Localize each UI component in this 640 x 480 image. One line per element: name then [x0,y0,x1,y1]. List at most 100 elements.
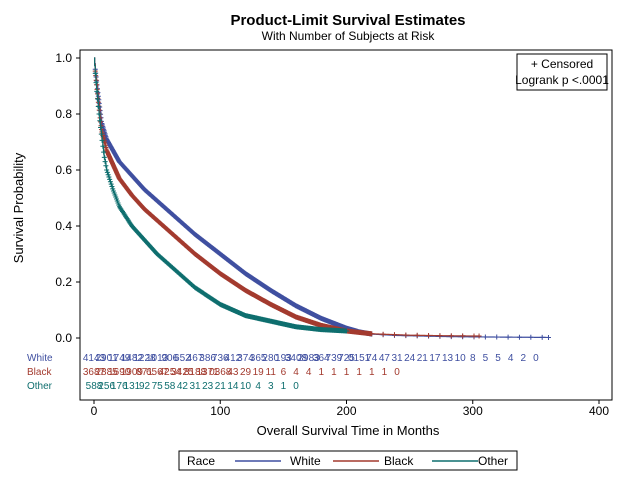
at-risk-count: 739 [326,353,343,364]
at-risk-count: 10 [455,353,467,364]
at-risk-count: 1371 [197,367,220,378]
at-risk-count: 364 [313,353,330,364]
at-risk-count: 4254 [159,367,182,378]
inset-box [516,53,608,91]
at-risk-count: 23 [202,381,214,392]
at-risk-count: 4 [293,367,299,378]
at-risk-count: 4143 [83,353,106,364]
at-risk-count: 176 [111,381,128,392]
at-risk-count: 1 [281,381,287,392]
at-risk-count: 193 [275,353,292,364]
at-risk-count: 2 [520,353,526,364]
at-risk-count: 58 [164,381,176,392]
at-risk-count: 1 [369,367,375,378]
at-risk-count: 42 [177,381,189,392]
series-line-white [94,57,549,339]
at-risk-count: 256 [98,381,115,392]
at-risk-count: 1749 [108,353,131,364]
at-risk-count: 47 [379,353,391,364]
at-risk-count: 0368 [209,367,232,378]
at-risk-count: 2983 [298,353,321,364]
legend-entry: White [290,454,321,468]
at-risk-count: 374 [237,353,254,364]
at-risk-count: 1690 [108,367,131,378]
at-risk-count: 3687 [83,367,106,378]
at-risk-count: 21 [215,381,227,392]
at-risk-count: 906 [161,353,178,364]
inset-censored-note: + Censored [531,57,593,71]
at-risk-count: 31 [391,353,403,364]
x-tick-label: 400 [589,404,609,418]
at-risk-count: 280 [262,353,279,364]
at-risk-count: 0 [533,353,539,364]
chart-subtitle: With Number of Subjects at Risk [262,29,436,43]
at-risk-count: 8 [470,353,476,364]
at-risk-count: 1 [382,367,388,378]
censor-mark-set [92,66,551,340]
at-risk-count: 1 [356,367,362,378]
at-risk-count: 10 [240,381,252,392]
at-risk-table: White 41432901174914821228101390665246738… [27,353,539,392]
at-risk-count: 871 [136,367,153,378]
at-risk-count: 365 [250,353,267,364]
x-tick-label: 300 [463,404,483,418]
at-risk-count: 4 [508,353,514,364]
at-risk-count: 0 [394,367,400,378]
at-risk-count: 6 [281,367,287,378]
at-risk-count: 11 [266,367,277,378]
at-risk-count: 5 [483,353,489,364]
at-risk-count: 467 [187,353,204,364]
y-tick-label: 0.0 [55,331,72,345]
at-risk-count: 3425 [171,367,194,378]
at-risk-count: 2901 [96,353,119,364]
legend-title: Race [187,454,215,468]
x-axis-label: Overall Survival Time in Months [257,423,440,438]
at-risk-count: 1013 [146,353,169,364]
censor-mark-set [92,70,349,334]
at-risk-count: 74 [366,353,378,364]
at-risk-count: 3 [268,381,274,392]
at-risk-count: 2885 [96,367,119,378]
at-risk-count: 652 [174,353,191,364]
at-risk-count: 725 [338,353,355,364]
legend-entry: Black [384,454,414,468]
at-risk-count: 6567 [146,367,169,378]
censor-marks-white [92,66,551,340]
at-risk-count: 1909 [121,367,144,378]
at-risk-count: 4 [255,381,261,392]
x-tick-label: 100 [210,404,230,418]
at-risk-count: 412 [225,353,242,364]
x-axis: 0 100 200 300 400 [91,400,609,418]
at-risk-count: 24 [404,353,416,364]
at-risk-count: 1 [344,367,350,378]
at-risk-count: 1 [331,367,337,378]
x-tick-label: 200 [336,404,356,418]
x-tick-label: 0 [91,404,98,418]
at-risk-count: 3408 [285,353,308,364]
survival-curves [92,57,551,340]
at-risk-count: 1482 [121,353,144,364]
at-risk-count: 4 [306,367,312,378]
at-risk-count: 92 [139,381,151,392]
y-tick-label: 0.6 [55,163,72,177]
at-risk-count: 5 [495,353,501,364]
at-risk-count: 17 [429,353,441,364]
at-risk-row-label: White [27,353,53,364]
at-risk-row-label: Other [27,381,53,392]
inset-logrank-p: Logrank p <.0001 [515,73,609,87]
legend-items: White Black Other [235,454,508,468]
y-axis-label: Survival Probability [11,152,26,263]
at-risk-count: 43 [227,367,239,378]
y-tick-label: 0.2 [55,275,72,289]
at-risk-count: 29 [240,367,252,378]
at-risk-count: 386 [199,353,216,364]
at-risk-count: 31 [189,381,201,392]
at-risk-count: 19 [253,367,265,378]
at-risk-count: 14 [227,381,239,392]
y-tick-label: 0.4 [55,219,72,233]
y-axis: 0.0 0.2 0.4 0.6 0.8 1.0 [55,51,80,345]
at-risk-count: 21 [417,353,429,364]
at-risk-count: 0 [293,381,299,392]
y-tick-label: 0.8 [55,107,72,121]
